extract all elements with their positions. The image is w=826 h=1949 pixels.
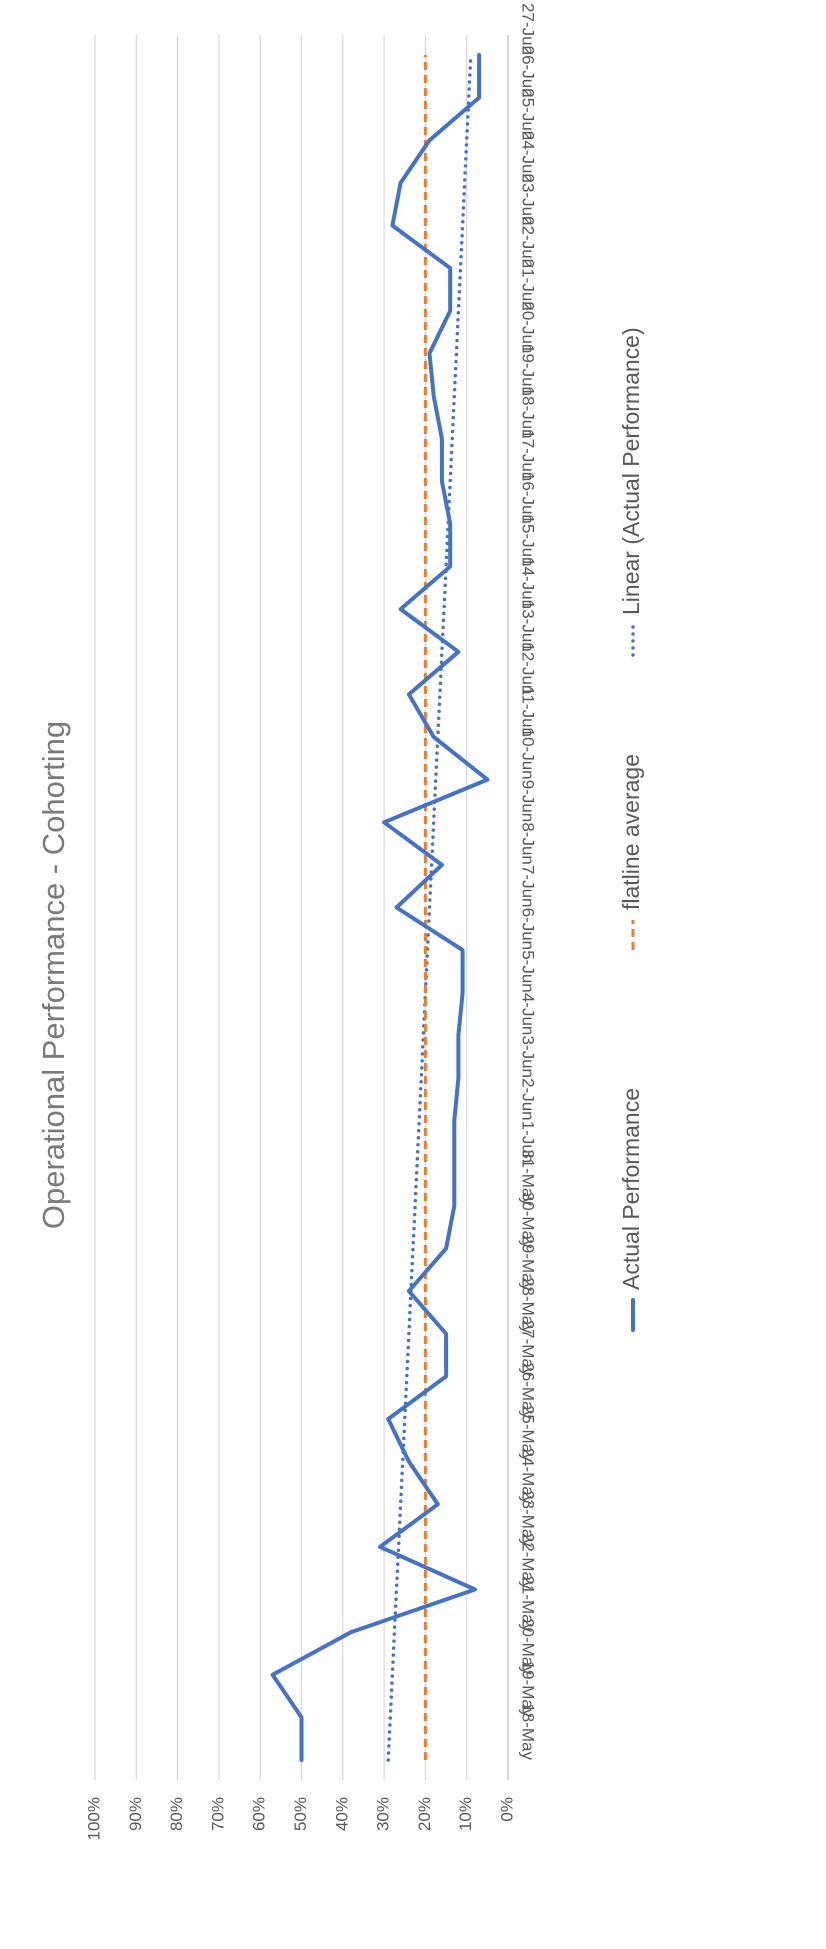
- x-tick-label: 7-Jun: [519, 865, 538, 908]
- x-tick-label: 12-Jun: [519, 642, 538, 694]
- x-tick-label: 18-May: [519, 1703, 538, 1760]
- legend: Actual Performance flatline average Linear…: [618, 327, 644, 1332]
- x-tick-label: 20-May: [519, 1618, 538, 1675]
- y-tick-label: 10%: [456, 1797, 475, 1831]
- x-tick-label: 9-Jun: [519, 780, 538, 823]
- x-tick-label: 8-Jun: [519, 822, 538, 865]
- y-tick-label: 90%: [126, 1797, 145, 1831]
- x-tick-label: 28-May: [519, 1277, 538, 1334]
- x-tick-label: 27-May: [519, 1320, 538, 1377]
- y-tick-label: 80%: [167, 1797, 186, 1831]
- legend-label: Actual Performance: [618, 1088, 644, 1290]
- x-tick-label: 26-Jun: [519, 46, 538, 98]
- x-tick-label: 26-May: [519, 1362, 538, 1419]
- x-tick-label: 24-May: [519, 1448, 538, 1505]
- x-tick-label: 17-Jun: [519, 429, 538, 481]
- x-tick-label: 22-Jun: [519, 216, 538, 268]
- legend-label: Linear (Actual Performance): [618, 327, 644, 615]
- x-tick-label: 21-Jun: [519, 259, 538, 311]
- x-tick-label: 20-Jun: [519, 301, 538, 353]
- y-tick-label: 0%: [497, 1797, 516, 1822]
- x-tick-label: 18-Jun: [519, 387, 538, 439]
- x-tick-label: 31-May: [519, 1149, 538, 1206]
- x-tick-label: 1-Jun: [519, 1121, 538, 1164]
- x-tick-label: 19-May: [519, 1661, 538, 1718]
- series-layer: [270, 53, 490, 1762]
- y-tick-label: 40%: [332, 1797, 351, 1831]
- y-tick-label: 100%: [84, 1797, 103, 1840]
- x-tick-label: 13-Jun: [519, 600, 538, 652]
- x-tick-label: 25-May: [519, 1405, 538, 1462]
- x-tick-label: 24-Jun: [519, 131, 538, 183]
- x-tick-label: 23-Jun: [519, 174, 538, 226]
- x-tick-label: 6-Jun: [519, 908, 538, 951]
- y-tick-label: 30%: [374, 1797, 393, 1831]
- x-tick-label: 15-Jun: [519, 515, 538, 567]
- legend-label: flatline average: [618, 754, 644, 910]
- x-tick-label: 22-May: [519, 1533, 538, 1590]
- x-tick-label: 3-Jun: [519, 1035, 538, 1078]
- series-line-dotted: [386, 53, 473, 1762]
- y-tick-label: 20%: [415, 1797, 434, 1831]
- chart-title: Operational Performance - Cohorting: [36, 721, 71, 1229]
- series-line-solid: [270, 53, 490, 1762]
- x-tick-label: 25-Jun: [519, 88, 538, 140]
- x-tick-label: 19-Jun: [519, 344, 538, 396]
- x-axis-tick-labels: 18-May19-May20-May21-May22-May23-May24-M…: [519, 3, 538, 1760]
- x-tick-label: 2-Jun: [519, 1078, 538, 1121]
- x-tick-label: 4-Jun: [519, 993, 538, 1036]
- x-tick-label: 23-May: [519, 1490, 538, 1547]
- x-tick-label: 16-Jun: [519, 472, 538, 524]
- x-tick-label: 11-Jun: [519, 686, 538, 737]
- x-tick-label: 10-Jun: [519, 728, 538, 780]
- x-tick-label: 30-May: [519, 1192, 538, 1249]
- y-tick-label: 50%: [291, 1797, 310, 1831]
- x-tick-label: 29-May: [519, 1234, 538, 1291]
- x-tick-label: 21-May: [519, 1575, 538, 1632]
- y-axis-tick-labels: 0% 10% 20% 30% 40% 50% 60% 70% 80% 90% 100%: [84, 1797, 516, 1840]
- y-tick-label: 60%: [250, 1797, 269, 1831]
- x-tick-label: 14-Jun: [519, 557, 538, 609]
- y-tick-label: 70%: [208, 1797, 227, 1831]
- x-tick-label: 5-Jun: [519, 950, 538, 993]
- x-tick-label: 27-Jun: [519, 3, 538, 55]
